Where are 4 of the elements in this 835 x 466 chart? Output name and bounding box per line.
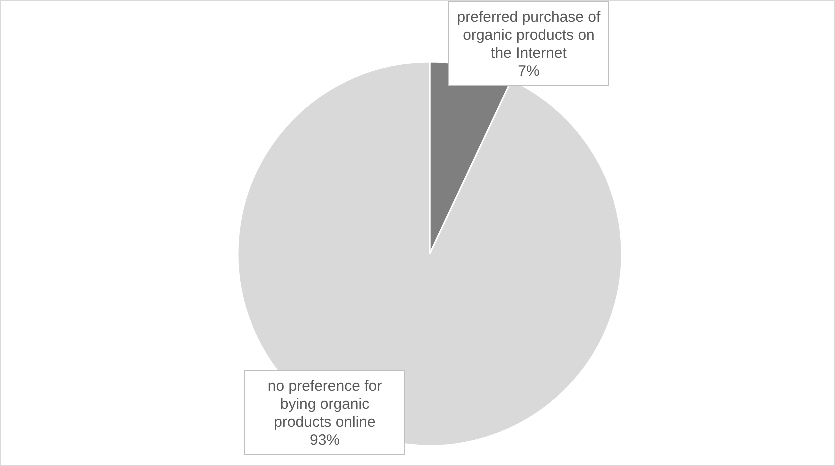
slice-label: no preference for bying organic products online [268,378,382,432]
data-label: 93% [310,432,340,450]
slice-label: preferred purchase of organic products on the Internet [457,9,602,62]
data-label: 7% [518,63,540,80]
